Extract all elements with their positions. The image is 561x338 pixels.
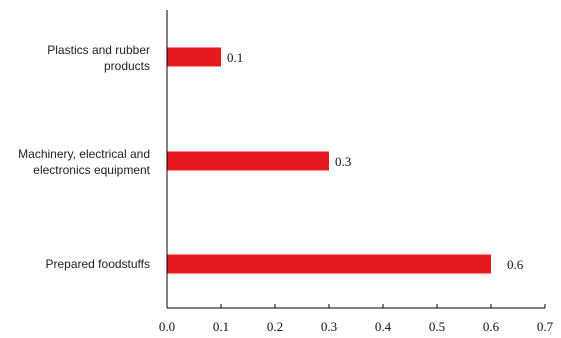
data-label-2: 0.6 (507, 257, 524, 272)
bar-0 (167, 47, 221, 67)
category-label-1-line-1: electronics equipment (33, 163, 150, 177)
category-label-0-line-0: Plastics and rubber (47, 43, 150, 57)
x-tick-label-1: 0.1 (213, 319, 229, 334)
x-tick-label-2: 0.2 (267, 319, 283, 334)
data-label-1: 0.3 (335, 154, 351, 169)
bars-layer (167, 47, 491, 274)
x-tick-label-0: 0.0 (159, 319, 175, 334)
x-axis-ticks: 0.0 0.1 0.2 0.3 0.4 0.5 0.6 0.7 (159, 304, 554, 334)
bar-1 (167, 151, 329, 171)
x-tick-label-5: 0.5 (429, 319, 445, 334)
data-labels-layer: 0.1 0.3 0.6 (227, 50, 524, 272)
bar-2 (167, 254, 491, 274)
x-tick-label-3: 0.3 (321, 319, 337, 334)
category-label-0-line-1: products (104, 59, 150, 73)
x-tick-label-6: 0.6 (483, 319, 500, 334)
data-label-0: 0.1 (227, 50, 243, 65)
category-label-1-line-0: Machinery, electrical and (18, 147, 150, 161)
category-labels-layer: Plastics and rubber products Machinery, el… (18, 43, 151, 271)
x-tick-label-4: 0.4 (375, 319, 392, 334)
x-tick-label-7: 0.7 (537, 319, 554, 334)
category-label-2-line-0: Prepared foodstuffs (45, 257, 150, 271)
